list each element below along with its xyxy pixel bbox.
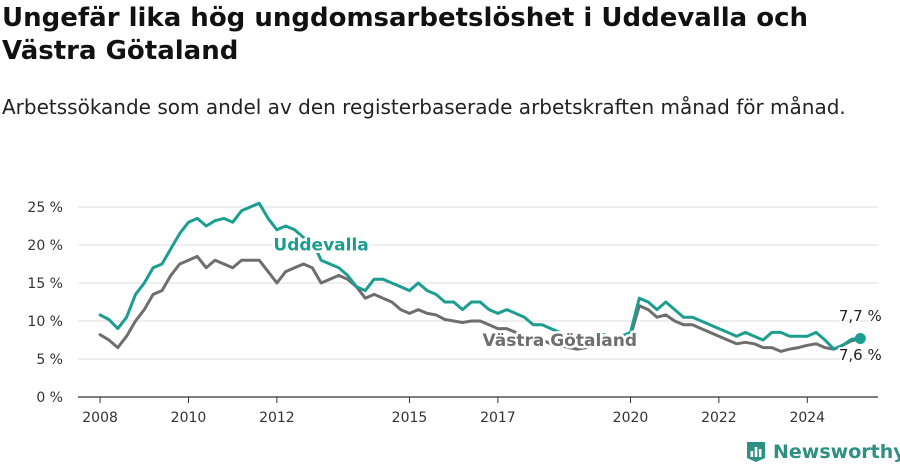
x-tick-label: 2008 [82,410,118,426]
y-tick-label: 0 % [36,390,63,406]
x-tick-label: 2010 [171,410,207,426]
y-tick-label: 10 % [27,314,63,330]
series-line-uddevalla [98,201,862,351]
x-tick-label: 2012 [259,410,295,426]
brand-name: Newsworthy [773,441,900,463]
y-tick-label: 20 % [27,238,63,254]
page-title: Ungefär lika hög ungdomsarbetslöshet i U… [2,3,809,66]
x-tick-label: 2024 [789,410,825,426]
x-tick-label: 2015 [392,410,428,426]
series-lines [98,201,866,353]
y-tick-label: 15 % [27,276,63,292]
brand-logo[interactable]: Newsworthy [745,440,900,464]
x-tick-label: 2022 [701,410,737,426]
data-label: 7,6 % [839,346,882,364]
series-line-vastra-gotaland [98,254,862,353]
y-tick-label: 25 % [27,200,63,216]
annotations: Uddevalla Västra Götaland 7,7 % 7,6 % [271,233,884,366]
series-label: Uddevalla [273,235,368,255]
axes: 0 % 5 % 10 % 15 % 20 % 25 % 2008 2010 2012 2015 20… [27,200,878,426]
x-tick-label: 2020 [613,410,649,426]
newsworthy-logo-icon [747,442,765,462]
x-tick-label: 2017 [480,410,516,426]
y-tick-label: 5 % [36,352,63,368]
series-label: Västra Götaland [483,331,638,351]
data-label: 7,7 % [839,307,882,325]
page-subtitle: Arbetssökande som andel av den registerb… [2,95,846,119]
gridlines [78,206,878,360]
last-value-marker [854,332,866,344]
